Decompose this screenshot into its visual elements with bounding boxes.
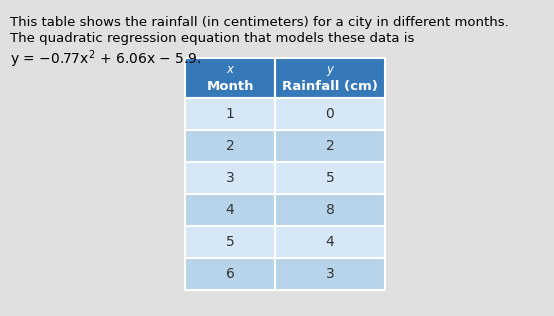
- Text: 1: 1: [225, 107, 234, 121]
- Text: 5: 5: [326, 171, 335, 185]
- Bar: [275, 130, 385, 162]
- Text: Month: Month: [206, 80, 254, 93]
- Text: 2: 2: [225, 139, 234, 153]
- Text: 4: 4: [326, 235, 335, 249]
- Text: 5: 5: [225, 235, 234, 249]
- Text: x: x: [227, 63, 233, 76]
- Bar: [185, 130, 275, 162]
- Bar: [275, 226, 385, 258]
- Text: y = $-$0.77x$^2$ + 6.06x $-$ 5.9.: y = $-$0.77x$^2$ + 6.06x $-$ 5.9.: [10, 48, 202, 70]
- Text: 3: 3: [326, 267, 335, 281]
- Bar: [185, 162, 275, 194]
- Text: 3: 3: [225, 171, 234, 185]
- Text: 4: 4: [225, 203, 234, 217]
- Bar: [275, 162, 385, 194]
- Bar: [185, 58, 275, 98]
- Text: The quadratic regression equation that models these data is: The quadratic regression equation that m…: [10, 32, 414, 45]
- Text: Rainfall (cm): Rainfall (cm): [282, 80, 378, 93]
- Text: 2: 2: [326, 139, 335, 153]
- Bar: [275, 258, 385, 290]
- Bar: [275, 58, 385, 98]
- Bar: [185, 194, 275, 226]
- Bar: [185, 226, 275, 258]
- Bar: [185, 258, 275, 290]
- Text: 0: 0: [326, 107, 335, 121]
- Text: This table shows the rainfall (in centimeters) for a city in different months.: This table shows the rainfall (in centim…: [10, 16, 509, 29]
- Bar: [275, 194, 385, 226]
- Bar: [275, 98, 385, 130]
- Text: 6: 6: [225, 267, 234, 281]
- Text: y: y: [326, 63, 334, 76]
- Bar: [185, 98, 275, 130]
- Text: 8: 8: [326, 203, 335, 217]
